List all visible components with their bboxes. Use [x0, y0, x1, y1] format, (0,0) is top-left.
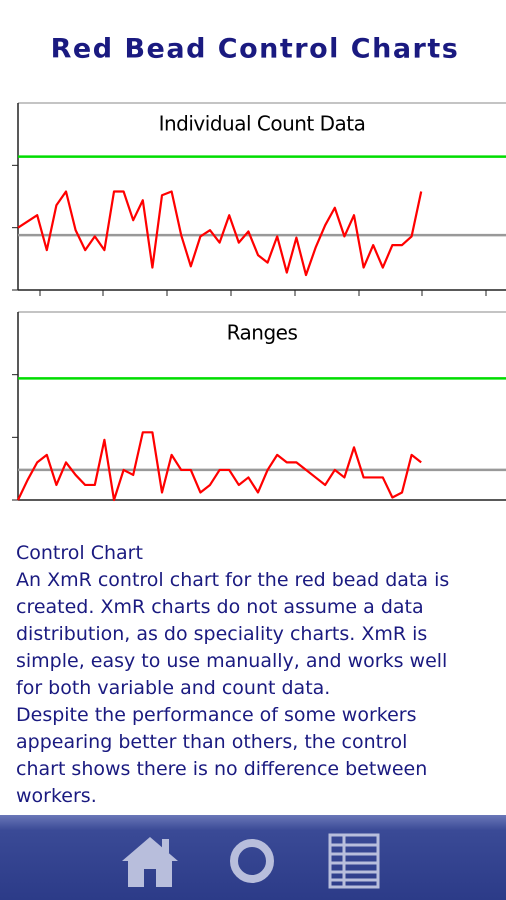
text-line: created. XmR charts do not assume a data [16, 596, 424, 618]
home-button[interactable] [118, 833, 182, 889]
text-line: distribution, as do speciality charts. X… [16, 623, 428, 645]
text-line: An XmR control chart for the red bead da… [16, 569, 450, 591]
data-line [17, 190, 423, 277]
list-button[interactable] [322, 833, 386, 889]
page-title: Red Bead Control Charts [51, 34, 460, 65]
text-line: Despite the performance of some workers [16, 704, 417, 726]
text-line: appearing better than others, the contro… [16, 731, 408, 753]
description: Control Chart An XmR control chart for th… [16, 540, 502, 810]
nav-bar [0, 815, 506, 900]
heading: Control Chart [16, 542, 143, 564]
data-line [17, 431, 422, 502]
charts: Red Bead Control Charts Individual Count… [12, 34, 506, 502]
record-button[interactable] [220, 833, 284, 889]
chart-title: Ranges [227, 321, 298, 345]
text-line: for both variable and count data. [16, 677, 331, 699]
chart-title: Individual Count Data [159, 112, 366, 136]
text-line: simple, easy to use manually, and works … [16, 650, 448, 672]
text-line: workers. [16, 785, 97, 807]
text-line: chart shows there is no difference betwe… [16, 758, 428, 780]
